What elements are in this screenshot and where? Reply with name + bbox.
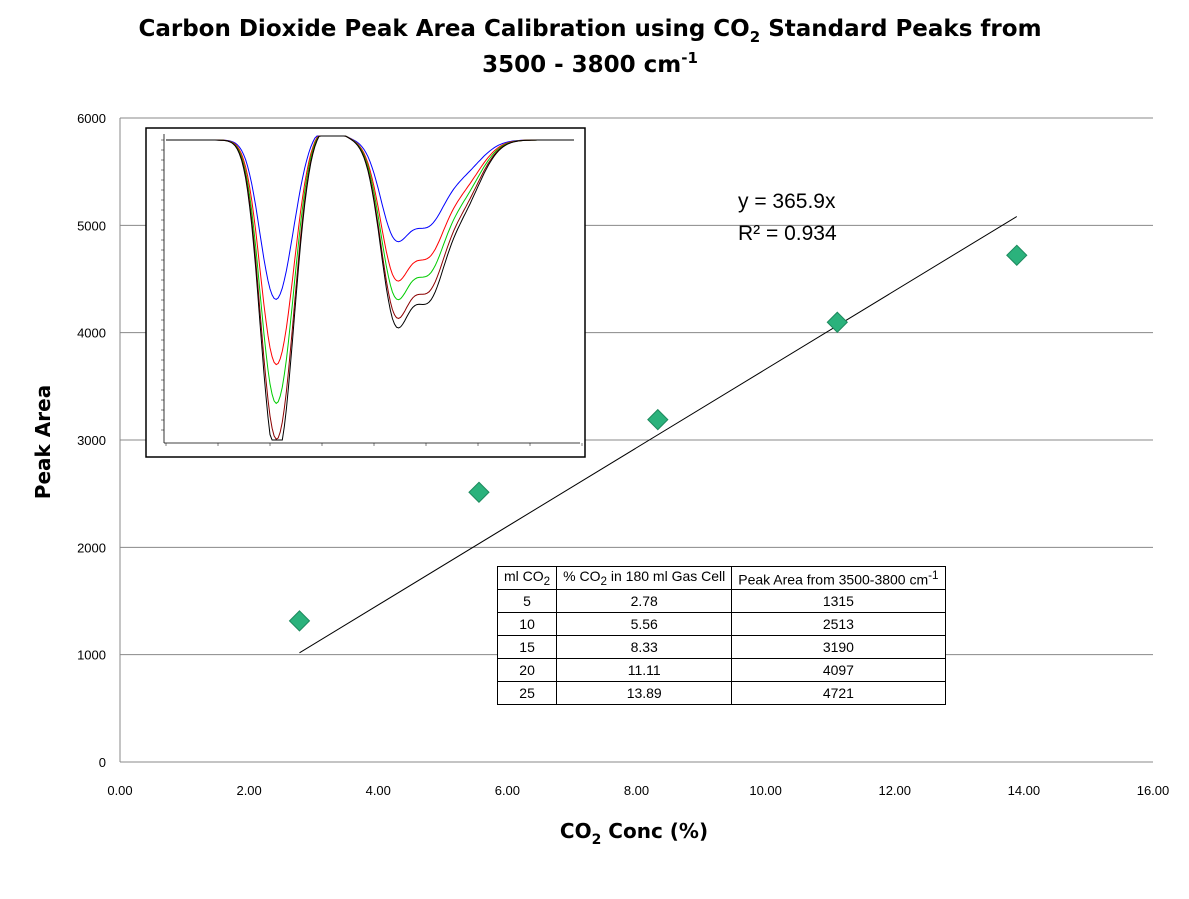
y-tick-labels: 0 1000 2000 3000 4000 5000 6000 [77,111,106,770]
table-header-peak-area: Peak Area from 3500-3800 cm-1 [731,566,946,590]
x-tick-label: 0.00 [107,783,132,798]
table-cell: 20 [496,658,558,682]
trendline-equation: y = 365.9x [738,190,836,213]
data-table: ml CO2 % CO2 in 180 ml Gas Cell Peak Are… [496,566,946,705]
table-cell: 25 [496,681,558,705]
table-cell: 1315 [731,589,946,613]
x-tick-label: 2.00 [236,783,261,798]
trendline [299,216,1018,654]
y-tick-label: 0 [99,755,106,770]
table-cell: 11.11 [556,658,733,682]
y-tick-label: 4000 [77,326,106,341]
x-tick-label: 4.00 [366,783,391,798]
table-row: 15 8.33 3190 [496,635,946,659]
table-cell: 4721 [731,681,946,705]
inset-spectrum-trace [166,135,574,300]
x-tick-label: 14.00 [1008,783,1041,798]
x-tick-label: 10.00 [749,783,782,798]
data-point [647,408,669,431]
x-tick-label: 12.00 [878,783,911,798]
table-cell: 3190 [731,635,946,659]
inset-spectrum-image [145,127,586,458]
x-tick-label: 16.00 [1137,783,1170,798]
data-points [288,244,1028,632]
table-header-percent-co2: % CO2 in 180 ml Gas Cell [556,566,733,590]
table-cell: 5 [496,589,558,613]
table-row: 5 2.78 1315 [496,589,946,613]
table-header-row: ml CO2 % CO2 in 180 ml Gas Cell Peak Are… [496,566,946,590]
x-axis-title: CO2 Conc (%) [560,819,708,848]
data-point [468,481,490,503]
table-cell: 10 [496,612,558,636]
y-tick-label: 2000 [77,540,106,555]
table-cell: 2.78 [556,589,733,613]
table-cell: 8.33 [556,635,733,659]
table-cell: 5.56 [556,612,733,636]
y-axis-title: Peak Area [31,385,55,499]
chart-title-line1: Carbon Dioxide Peak Area Calibration usi… [138,16,1041,46]
r-squared-label: R² = 0.934 [738,222,837,245]
inset-spectrum-trace [166,135,574,366]
y-tick-label: 1000 [77,648,106,663]
table-cell: 4097 [731,658,946,682]
data-point [1006,244,1028,266]
x-tick-label: 8.00 [624,783,649,798]
table-row: 20 11.11 4097 [496,658,946,682]
y-tick-label: 5000 [77,218,106,233]
y-tick-label: 6000 [77,111,106,126]
table-header-ml-co2: ml CO2 [496,566,558,590]
table-row: 25 13.89 4721 [496,681,946,705]
y-tick-label: 3000 [77,433,106,448]
chart-title-line2: 3500 - 3800 cm-1 [482,49,698,78]
x-tick-label: 6.00 [495,783,520,798]
table-row: 10 5.56 2513 [496,612,946,636]
data-point [288,610,311,632]
table-cell: 15 [496,635,558,659]
inset-spectrum-trace [166,135,574,441]
data-point [826,311,848,333]
table-cell: 13.89 [556,681,733,705]
table-cell: 2513 [731,612,946,636]
x-tick-labels: 0.00 2.00 4.00 6.00 8.00 10.00 12.00 14.00 16.00 [107,783,1169,798]
